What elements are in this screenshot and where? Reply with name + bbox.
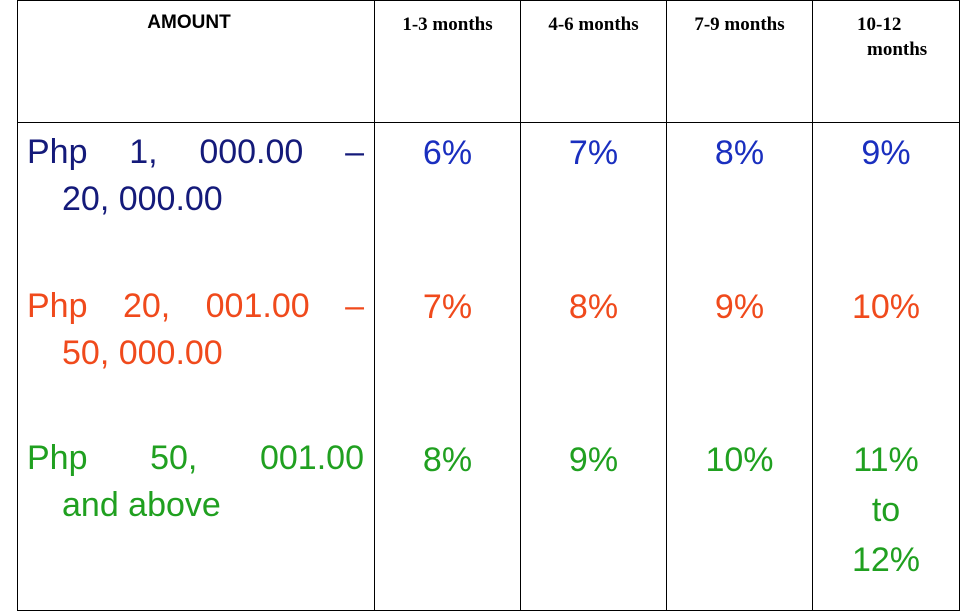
interest-rate-table: AMOUNT 1-3 months 4-6 months 7-9 months … xyxy=(17,0,960,611)
amount-line2: 20, 000.00 xyxy=(62,180,223,218)
amount-part: 001.00 xyxy=(205,287,310,325)
amount-line1: Php 20, 001.00 – xyxy=(27,283,364,330)
rate-range-end: 12% xyxy=(851,541,921,579)
rate-cell: 8% xyxy=(520,279,667,431)
rate-cell: 6% xyxy=(374,122,521,279)
header-row: AMOUNT 1-3 months 4-6 months 7-9 months … xyxy=(17,0,960,123)
amount-part: 20, xyxy=(122,287,171,325)
amount-cell: Php 20, 001.00 – 50, 000.00 xyxy=(17,279,375,431)
amount-part: 001.00 xyxy=(259,439,364,477)
amount-part: – xyxy=(345,133,364,171)
amount-part: Php xyxy=(27,133,88,171)
rate-cell-range: 11% to 12% xyxy=(812,431,960,611)
amount-part: Php xyxy=(27,439,88,477)
amount-line1: Php 50, 001.00 xyxy=(27,435,364,482)
amount-part: Php xyxy=(27,287,88,325)
amount-cell: Php 1, 000.00 – 20, 000.00 xyxy=(17,122,375,279)
rate-cell: 9% xyxy=(666,279,813,431)
rate-cell: 7% xyxy=(520,122,667,279)
rate-range-to: to xyxy=(871,491,901,529)
amount-part: – xyxy=(345,287,364,325)
rate-cell: 9% xyxy=(520,431,667,611)
amount-cell: Php 50, 001.00 and above xyxy=(17,431,375,611)
amount-part: 1, xyxy=(129,133,158,171)
rate-cell: 8% xyxy=(374,431,521,611)
header-4-6-months: 4-6 months xyxy=(520,0,667,123)
header-7-9-months: 7-9 months xyxy=(666,0,813,123)
rate-cell: 7% xyxy=(374,279,521,431)
table-row: Php 20, 001.00 – 50, 000.00 7% 8% 9% 10% xyxy=(17,279,960,431)
rate-cell: 9% xyxy=(812,122,960,279)
table-row: Php 50, 001.00 and above 8% 9% 10% 11% t… xyxy=(17,431,960,611)
rate-cell: 8% xyxy=(666,122,813,279)
amount-line2: 50, 000.00 xyxy=(62,334,223,372)
table-row: Php 1, 000.00 – 20, 000.00 6% 7% 8% 9% xyxy=(17,122,960,279)
header-10-12-line2: months xyxy=(867,39,928,60)
header-amount: AMOUNT xyxy=(17,0,375,123)
rate-cell: 10% xyxy=(812,279,960,431)
rate-range-start: 11% xyxy=(853,441,919,479)
header-1-3-months: 1-3 months xyxy=(374,0,521,123)
header-10-12-months: 10-12 months xyxy=(812,0,960,123)
amount-line1: Php 1, 000.00 – xyxy=(27,129,364,176)
amount-part: 50, xyxy=(150,439,198,477)
header-10-12-line1: 10-12 xyxy=(857,14,902,35)
amount-part: 000.00 xyxy=(199,133,304,171)
rate-cell: 10% xyxy=(666,431,813,611)
amount-line2: and above xyxy=(62,486,221,524)
